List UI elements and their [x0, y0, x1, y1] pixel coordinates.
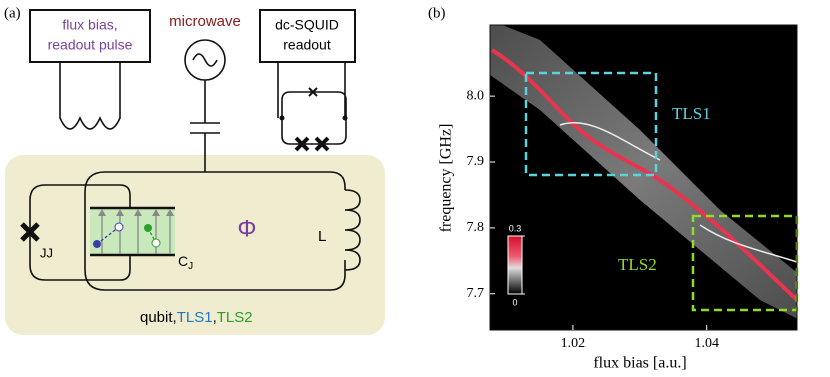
panel-label: (a)	[4, 5, 21, 21]
squid-text: readout	[283, 37, 331, 53]
qubit-resonance	[490, 48, 797, 302]
plot-frame	[489, 24, 798, 331]
node	[342, 115, 348, 121]
caption-comma: ,	[213, 309, 217, 326]
flux-text: flux bias,	[62, 17, 117, 33]
coupling-capacitor	[190, 80, 220, 172]
x-axis-label: flux bias [a.u.]	[593, 355, 686, 372]
y-tick-label: 7.8	[467, 220, 485, 235]
tls2-label: TLS2	[618, 255, 657, 274]
x-tick-label: 1.02	[561, 336, 586, 351]
tls1-atom	[93, 240, 101, 248]
heatmap	[490, 25, 797, 330]
squid-text: dc-SQUID	[275, 17, 339, 33]
squid-junctions	[294, 136, 330, 152]
y-tick-label: 7.9	[467, 154, 485, 169]
flux-coil	[59, 62, 121, 130]
tls1-label: TLS1	[672, 104, 711, 123]
capacitor-sub: J	[188, 261, 193, 272]
caption-tls1: TLS1	[177, 309, 213, 326]
junction-label: JJ	[40, 245, 53, 260]
qubit-loop	[84, 171, 346, 291]
colorbar-tick-label: 0.3	[509, 223, 522, 233]
flux-box	[29, 9, 151, 63]
caption-tls2: TLS2	[217, 309, 253, 326]
tls2-atom	[151, 238, 161, 248]
panel-label: (b)	[428, 5, 446, 21]
flux-symbol: Φ	[237, 215, 256, 242]
colorbar	[507, 235, 523, 295]
inductor	[344, 189, 361, 271]
y-tick-label: 7.7	[467, 286, 485, 301]
tls2-atom	[144, 224, 152, 232]
tls-resonances	[559, 122, 797, 263]
squid-loop	[277, 62, 347, 145]
capacitor-plates	[90, 206, 175, 257]
josephson-junction	[20, 222, 40, 242]
node	[279, 115, 285, 121]
squid-box	[259, 9, 356, 63]
colorbar-tick-label: 0	[512, 297, 517, 307]
sine-symbol	[192, 53, 218, 67]
microwave-text: microwave	[169, 13, 241, 30]
y-tick-label: 8.0	[467, 88, 485, 103]
field-lines	[101, 214, 171, 254]
capacitor-label: CJ	[178, 253, 193, 272]
y-axis-label: frequency [GHz]	[438, 124, 455, 233]
squid-junction	[308, 87, 318, 97]
tls1-region	[524, 71, 658, 177]
caption-qubit: qubit,	[140, 309, 177, 326]
tls1-atom	[114, 222, 124, 232]
inductor-label: L	[318, 228, 326, 245]
flux-text: readout pulse	[48, 37, 133, 53]
x-tick-label: 1.04	[694, 336, 719, 351]
caption: qubit,TLS1,TLS2	[140, 309, 253, 326]
field-arrows	[98, 209, 174, 216]
capacitor-main: C	[178, 253, 188, 269]
